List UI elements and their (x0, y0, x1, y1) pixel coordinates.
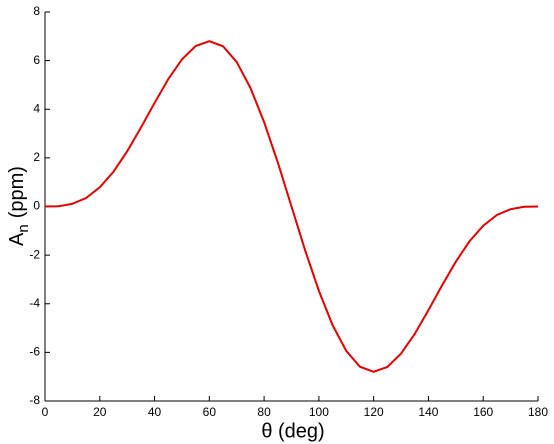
data-line (44, 40, 539, 373)
y-label-sub: n (15, 224, 32, 232)
x-tick-label: 0 (42, 405, 49, 419)
x-axis-label: θ (deg) (261, 420, 324, 442)
x-tick-label: 40 (148, 405, 162, 419)
x-tick-label: 80 (257, 405, 271, 419)
y-axis-label: An (ppm) (6, 166, 32, 246)
x-tick-label: 20 (93, 405, 107, 419)
x-tick-label: 160 (473, 405, 493, 419)
x-tick-label: 180 (528, 405, 548, 419)
y-tick-label: 0 (33, 199, 40, 213)
x-tick-label: 140 (418, 405, 438, 419)
y-tick-label: 2 (33, 150, 40, 164)
y-label-base: A (6, 232, 28, 246)
y-tick-label: 8 (33, 4, 40, 18)
y-label-unit: (ppm) (6, 166, 28, 218)
x-tick-label: 60 (203, 405, 217, 419)
y-tick-label: -2 (29, 247, 40, 261)
y-tick-label: 6 (33, 53, 40, 67)
y-tick-label: 4 (33, 101, 40, 115)
x-tick-label: 100 (309, 405, 329, 419)
y-tick-label: -4 (29, 296, 40, 310)
x-tick-label: 120 (364, 405, 384, 419)
y-tick-label: -6 (29, 345, 40, 359)
y-tick-label: -8 (29, 393, 40, 407)
